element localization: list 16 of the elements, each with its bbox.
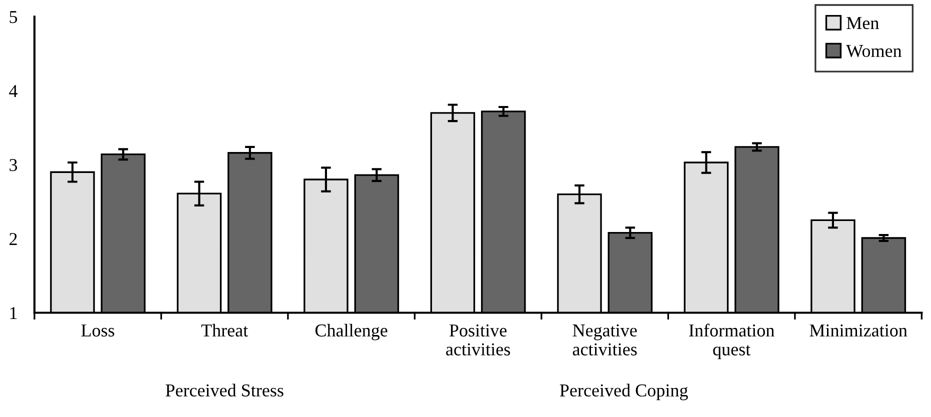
x-tick-label: Negative activities	[572, 324, 637, 356]
text: Perceived Stress	[166, 384, 284, 397]
x-tick-label: Challenge	[315, 324, 388, 340]
y-tick-label: 5	[10, 11, 18, 24]
x-tick-label: Threat	[201, 324, 248, 337]
y-tick-label: 2	[10, 233, 17, 245]
y-tick-label: 4	[9, 85, 18, 97]
x-tick-label: Minimization	[810, 324, 908, 337]
text: Perceived Coping	[560, 384, 688, 400]
legend-label: Women	[846, 45, 902, 58]
x-tick-label: Positive activities	[446, 324, 510, 356]
y-tick-label: 1	[10, 307, 17, 320]
y-tick-label: 3	[10, 159, 18, 172]
x-tick-label: Information quest	[689, 324, 774, 360]
legend-label: Men	[846, 17, 879, 30]
x-tick-label: Loss	[81, 324, 114, 337]
